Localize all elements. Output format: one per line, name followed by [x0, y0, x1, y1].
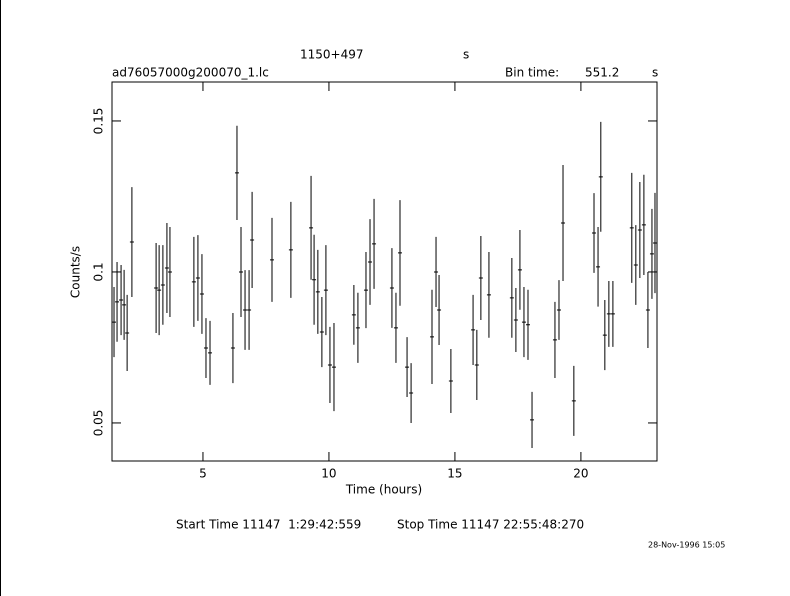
error-bar	[513, 287, 518, 352]
error-bar	[606, 281, 611, 347]
error-bar	[115, 261, 120, 342]
y-tick-label: 0.1	[92, 262, 106, 281]
error-bar	[372, 198, 377, 289]
error-bar	[239, 226, 244, 317]
error-bar	[525, 289, 530, 360]
title-suffix: s	[463, 48, 469, 62]
error-bar	[355, 292, 360, 363]
error-bar	[323, 245, 328, 336]
error-bar	[629, 172, 634, 283]
error-bar	[641, 174, 646, 275]
bin-time-label: Bin time:	[505, 66, 559, 80]
error-bar	[429, 289, 434, 384]
error-bar	[434, 236, 439, 307]
error-bar	[471, 294, 476, 365]
error-bar	[112, 287, 117, 358]
error-bar	[122, 269, 127, 340]
error-bar	[652, 192, 657, 294]
error-bar	[203, 318, 208, 378]
error-bar	[319, 297, 324, 368]
error-bar	[649, 208, 654, 299]
error-bar	[199, 254, 204, 334]
error-bar	[552, 301, 557, 378]
stop-time: Stop Time 11147 22:55:48:270	[397, 518, 584, 532]
error-bar	[269, 217, 274, 302]
y-tick-label: 0.05	[92, 410, 106, 437]
error-bar	[389, 248, 394, 328]
timestamp: 28-Nov-1996 15:05	[648, 541, 725, 550]
error-bar	[309, 175, 314, 280]
error-bar	[571, 365, 576, 436]
y-tick-label: 0.15	[92, 108, 106, 135]
error-bar	[633, 225, 638, 305]
error-bar	[561, 165, 566, 282]
error-bar	[154, 242, 159, 333]
error-bar	[230, 313, 235, 384]
error-bar	[521, 287, 526, 358]
error-bar	[208, 320, 213, 385]
bin-time-unit: s	[652, 66, 658, 80]
x-tick-label: 10	[321, 467, 336, 481]
x-tick-label: 15	[447, 467, 462, 481]
error-bar	[509, 258, 514, 338]
error-bar	[478, 236, 483, 320]
error-bar	[312, 234, 317, 325]
error-bar	[368, 219, 373, 305]
error-bar	[250, 191, 255, 288]
x-axis-label: Time (hours)	[345, 483, 422, 497]
error-bar	[315, 249, 320, 334]
chart-title: 1150+497	[300, 48, 364, 62]
error-bar	[247, 270, 252, 350]
error-bar	[351, 284, 356, 345]
error-bar	[129, 187, 134, 298]
error-bar	[327, 326, 332, 404]
error-bar	[234, 125, 239, 221]
error-bar	[393, 292, 398, 363]
error-bar	[474, 329, 479, 400]
error-bar	[602, 300, 607, 371]
error-bar	[448, 348, 453, 413]
error-bar	[598, 121, 603, 232]
error-bar	[437, 274, 442, 346]
error-bar	[596, 226, 601, 307]
y-axis-label: Counts/s	[69, 246, 83, 298]
error-bar	[160, 245, 165, 325]
error-bar	[645, 271, 650, 349]
error-bar	[243, 270, 248, 350]
error-bar	[610, 281, 615, 347]
error-bar	[409, 363, 414, 423]
error-bar	[164, 223, 169, 314]
error-bar	[637, 181, 642, 278]
error-bar	[517, 229, 522, 310]
error-bar	[363, 252, 368, 329]
x-tick-label: 5	[199, 467, 207, 481]
error-bar	[405, 337, 410, 397]
error-bar	[556, 280, 561, 340]
error-bar	[530, 391, 535, 449]
error-bar	[486, 252, 491, 338]
error-bar	[397, 200, 402, 306]
start-time: Start Time 11147 1:29:42:559	[176, 518, 361, 532]
bin-time: 551.2	[585, 66, 619, 80]
error-bar	[157, 245, 162, 336]
error-bar	[125, 294, 130, 372]
x-tick-label: 20	[573, 467, 588, 481]
error-bar	[191, 236, 196, 327]
error-bar	[331, 322, 336, 412]
error-bar	[592, 193, 597, 273]
error-bar	[195, 235, 200, 321]
error-bar	[288, 201, 293, 298]
file-name: ad76057000g200070_1.lc	[112, 66, 269, 80]
error-bar	[167, 226, 172, 317]
error-bar	[119, 265, 124, 336]
